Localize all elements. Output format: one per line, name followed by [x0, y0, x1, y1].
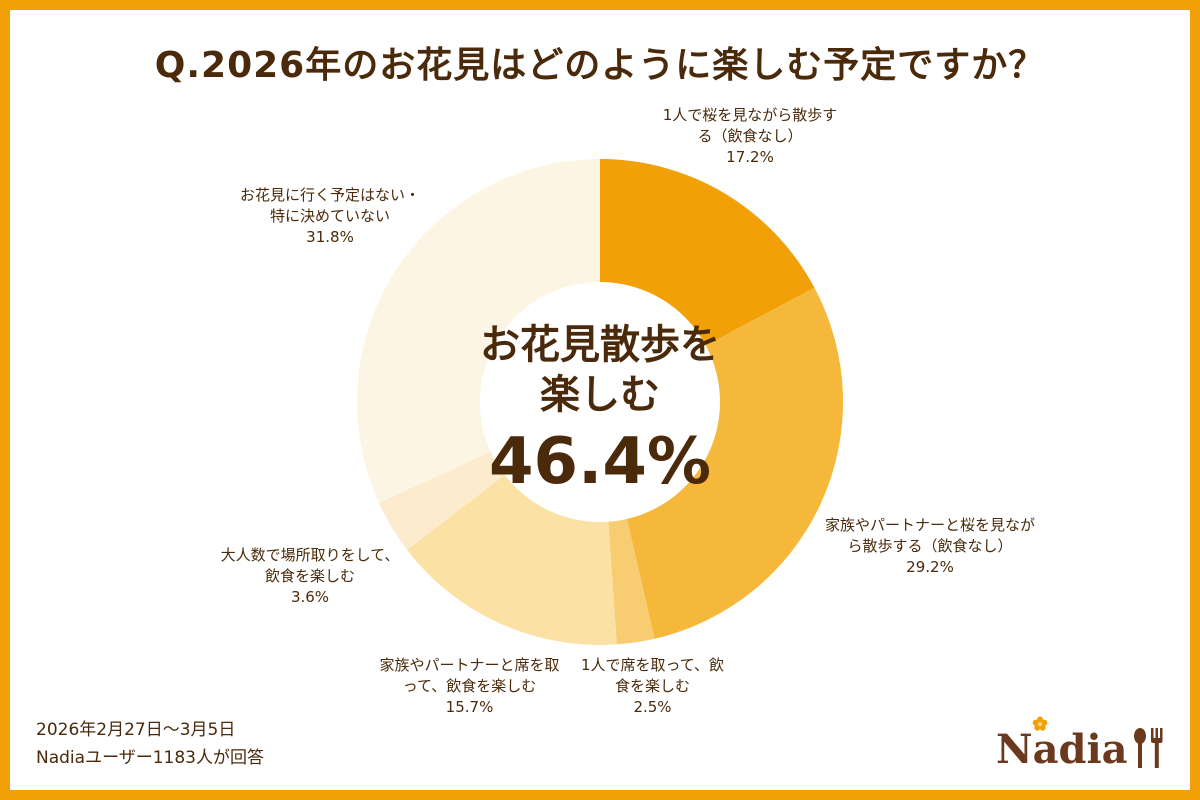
slice-value: 15.7%: [445, 698, 494, 716]
slice-label-2: 1人で席を取って、飲食を楽しむ 2.5%: [575, 655, 730, 718]
slice-label-1: 家族やパートナーと桜を見ながら散歩する（飲食なし） 29.2%: [825, 515, 1035, 578]
logo-text: Nadia: [996, 726, 1128, 773]
nadia-logo: Nadia: [996, 716, 1166, 774]
pie-slice: [600, 159, 815, 346]
respondents: Nadiaユーザー1183人が回答: [36, 748, 264, 768]
footer: 2026年2月27日〜3月5日 Nadiaユーザー1183人が回答: [36, 716, 264, 772]
slice-category: 1人で桜を見ながら散歩する（飲食なし）: [662, 106, 838, 145]
slice-category: 家族やパートナーと桜を見ながら散歩する（飲食なし）: [825, 516, 1036, 555]
survey-period: 2026年2月27日〜3月5日: [36, 720, 236, 740]
pie-slice: [357, 159, 600, 503]
slice-value: 3.6%: [290, 588, 330, 606]
center-annotation: お花見散歩を 楽しむ 46.4%: [440, 320, 760, 504]
pie-slice: [407, 474, 617, 646]
slice-category: 大人数で場所取りをして、飲食を楽しむ: [220, 546, 400, 585]
slice-value: 29.2%: [906, 558, 954, 576]
slice-value: 17.2%: [726, 148, 774, 166]
spoon-fork-icon: [1133, 728, 1163, 768]
slice-label-3: 家族やパートナーと席を取って、飲食を楽しむ 15.7%: [372, 655, 567, 718]
slice-label-0: 1人で桜を見ながら散歩する（飲食なし） 17.2%: [660, 105, 840, 168]
center-value: 46.4%: [488, 425, 712, 499]
chart-title: Q.2026年のお花見はどのように楽しむ予定ですか？: [154, 45, 1046, 86]
center-label-2: 楽しむ: [540, 372, 660, 418]
slice-category: お花見に行く予定はない・特に決めていない: [240, 186, 421, 225]
slice-category: 家族やパートナーと席を取って、飲食を楽しむ: [379, 656, 560, 695]
center-label-1: お花見散歩を: [480, 322, 720, 368]
slice-value: 31.8%: [306, 228, 354, 246]
slice-value: 2.5%: [633, 698, 672, 716]
flower-icon: [1032, 716, 1048, 731]
pie-slice: [378, 451, 505, 550]
slice-category: 1人で席を取って、飲食を楽しむ: [580, 656, 725, 695]
pie-slice: [626, 287, 843, 639]
slice-label-5: お花見に行く予定はない・特に決めていない 31.8%: [240, 185, 420, 248]
slice-label-4: 大人数で場所取りをして、飲食を楽しむ 3.6%: [220, 545, 400, 608]
pie-slice: [608, 518, 655, 645]
